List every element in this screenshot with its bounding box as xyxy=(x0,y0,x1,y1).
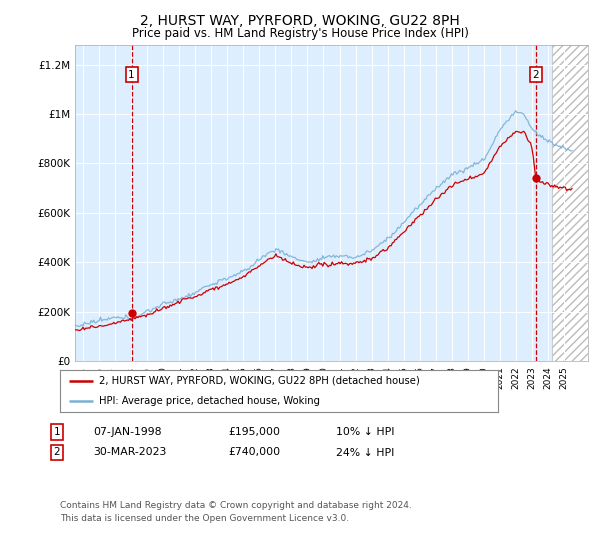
Text: 2, HURST WAY, PYRFORD, WOKING, GU22 8PH: 2, HURST WAY, PYRFORD, WOKING, GU22 8PH xyxy=(140,14,460,28)
Text: 10% ↓ HPI: 10% ↓ HPI xyxy=(336,427,395,437)
Text: £195,000: £195,000 xyxy=(228,427,280,437)
Text: HPI: Average price, detached house, Woking: HPI: Average price, detached house, Woki… xyxy=(100,396,320,406)
Bar xyxy=(552,45,588,361)
Text: 1: 1 xyxy=(53,427,61,437)
Text: 2: 2 xyxy=(53,447,61,458)
Text: 2, HURST WAY, PYRFORD, WOKING, GU22 8PH (detached house): 2, HURST WAY, PYRFORD, WOKING, GU22 8PH … xyxy=(100,376,420,386)
Text: Price paid vs. HM Land Registry's House Price Index (HPI): Price paid vs. HM Land Registry's House … xyxy=(131,27,469,40)
Text: 30-MAR-2023: 30-MAR-2023 xyxy=(93,447,166,458)
Text: 07-JAN-1998: 07-JAN-1998 xyxy=(93,427,161,437)
Text: 2: 2 xyxy=(533,70,539,80)
Text: £740,000: £740,000 xyxy=(228,447,280,458)
Text: 24% ↓ HPI: 24% ↓ HPI xyxy=(336,447,394,458)
Text: 1: 1 xyxy=(128,70,135,80)
Text: Contains HM Land Registry data © Crown copyright and database right 2024.
This d: Contains HM Land Registry data © Crown c… xyxy=(60,501,412,522)
